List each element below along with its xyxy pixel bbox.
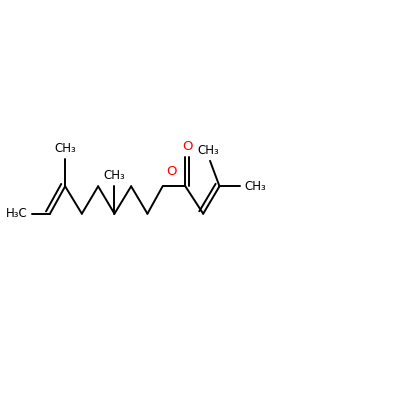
Text: O: O (182, 140, 192, 153)
Text: CH₃: CH₃ (104, 169, 125, 182)
Text: CH₃: CH₃ (54, 142, 76, 155)
Text: CH₃: CH₃ (197, 144, 219, 157)
Text: H₃C: H₃C (6, 207, 28, 220)
Text: O: O (166, 166, 176, 178)
Text: CH₃: CH₃ (244, 180, 266, 193)
